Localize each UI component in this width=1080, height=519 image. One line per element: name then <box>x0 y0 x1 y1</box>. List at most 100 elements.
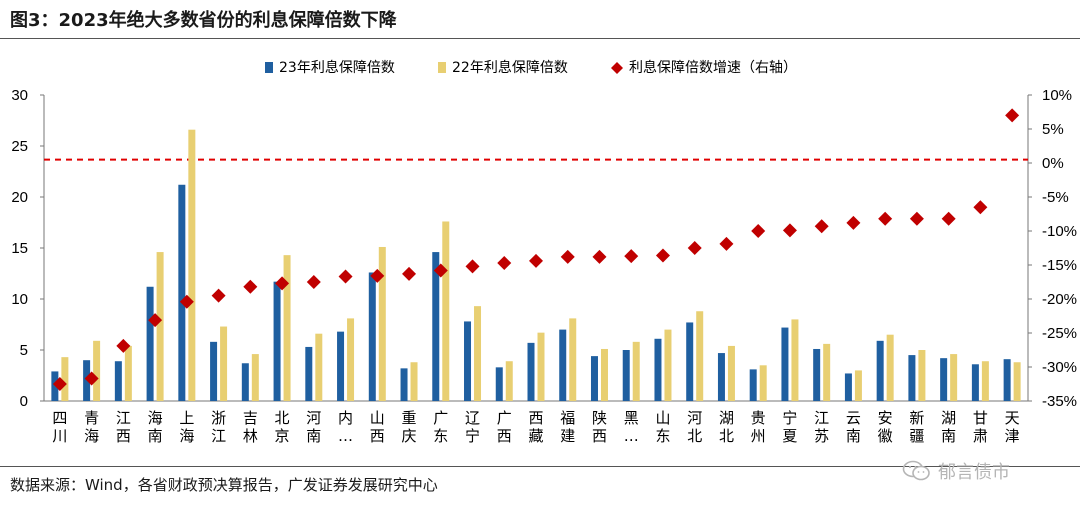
x-axis-category-label: 河 <box>687 409 702 427</box>
growth-marker <box>941 211 956 226</box>
x-axis-category-label: 南 <box>148 427 163 445</box>
growth-marker <box>433 263 448 278</box>
source-note: 数据来源：Wind，各省财政预决算报告，广发证券发展研究中心 <box>10 476 438 494</box>
bar-22 <box>378 246 386 401</box>
growth-marker <box>846 215 861 230</box>
legend-label-22: 22年利息保障倍数 <box>452 59 568 76</box>
x-axis-category-label: 山 <box>655 409 670 427</box>
bar-22 <box>251 354 259 401</box>
bar-23 <box>368 272 376 401</box>
x-axis-category-label: 肃 <box>973 427 988 445</box>
x-axis-category-label: 黑 <box>624 409 639 427</box>
growth-marker <box>243 279 258 294</box>
x-axis-category-label: 青 <box>84 409 99 427</box>
bar-23 <box>781 327 789 401</box>
growth-marker <box>751 224 766 238</box>
bar-23 <box>210 341 218 401</box>
bar-22 <box>981 361 989 401</box>
growth-marker <box>52 377 67 391</box>
bar-22 <box>569 318 577 401</box>
x-axis-category-label: 新 <box>909 409 924 427</box>
x-axis-category-label: 浙 <box>211 409 226 427</box>
left-axis-tick-label: 10 <box>11 291 28 308</box>
bar-22 <box>823 343 831 401</box>
x-axis-category-label: 内 <box>338 409 353 427</box>
x-axis-category-label: 重 <box>402 409 417 427</box>
x-axis-category-label: 山 <box>370 409 385 427</box>
growth-marker <box>529 253 543 268</box>
growth-marker <box>878 211 893 226</box>
watermark: 郁言债市 <box>902 458 1010 484</box>
x-axis-category-label: 建 <box>560 427 575 445</box>
x-axis-category-label: 川 <box>52 427 67 445</box>
x-axis-category-label: 疆 <box>909 427 924 445</box>
growth-marker <box>624 249 639 264</box>
legend-label-23: 23年利息保障倍数 <box>279 59 395 76</box>
left-axis-tick-label: 15 <box>11 240 28 257</box>
x-axis-category-label: 江 <box>211 427 226 445</box>
x-axis-category-label: 西 <box>497 427 512 445</box>
growth-marker <box>148 313 163 328</box>
x-axis-category-label: 云 <box>846 409 861 427</box>
left-axis-tick-label: 0 <box>20 393 28 410</box>
x-axis-category-label: … <box>338 427 353 445</box>
bar-23 <box>908 355 916 401</box>
x-axis-category-label: 藏 <box>528 427 543 445</box>
bar-22 <box>93 340 101 401</box>
growth-marker <box>814 219 829 234</box>
bar-22 <box>632 341 640 401</box>
x-axis-category-label: 江 <box>116 409 131 427</box>
right-axis-tick-label: -10% <box>1042 223 1077 240</box>
right-axis-tick-label: -30% <box>1042 359 1077 376</box>
bar-23 <box>1003 359 1011 401</box>
growth-marker <box>909 211 924 226</box>
right-axis-tick-label: 5% <box>1042 121 1064 138</box>
growth-marker <box>465 259 480 274</box>
chart: 0 5 10 15 20 25 30 10% 5% 0% -5% -10% -15% -20% -25% -3… <box>11 59 1077 445</box>
bar-23 <box>876 340 884 401</box>
x-axis-category-label: 辽 <box>465 409 480 427</box>
bar-23 <box>971 364 979 401</box>
right-axis-tick-label: 10% <box>1042 87 1072 104</box>
bar-23 <box>432 252 440 401</box>
x-axis-category-label: 夏 <box>782 427 797 445</box>
growth-marker <box>655 248 670 263</box>
x-axis-category-label: 北 <box>275 409 290 427</box>
growth-marker <box>275 276 290 291</box>
right-axis-tick-label: -20% <box>1042 291 1077 308</box>
left-axis-tick-label: 5 <box>20 342 28 359</box>
bar-22 <box>664 329 672 401</box>
bar-22 <box>283 255 291 401</box>
x-axis-category-label: 陕 <box>592 409 607 427</box>
bar-23 <box>337 331 345 401</box>
bar-22 <box>410 362 418 401</box>
bar-23 <box>146 286 154 401</box>
bar-23 <box>559 329 567 401</box>
bar-22 <box>537 332 545 401</box>
growth-marker <box>211 288 226 303</box>
growth-marker <box>370 268 385 283</box>
x-axis-category-label: 南 <box>846 427 861 445</box>
bar-23 <box>813 348 821 401</box>
x-axis-category-label: 安 <box>878 409 893 427</box>
bar-22 <box>124 345 132 401</box>
bar-22 <box>918 350 926 401</box>
x-axis-category-label: 广 <box>497 409 512 427</box>
x-axis-category-label: 西 <box>528 409 543 427</box>
x-axis-category-label: 东 <box>433 427 448 445</box>
growth-marker <box>973 200 988 215</box>
bar-22 <box>315 333 323 401</box>
x-axis-category-label: … <box>624 427 639 445</box>
x-axis-category-label: 庆 <box>402 427 417 445</box>
x-axis-category-label: 广 <box>433 409 448 427</box>
x-axis-category-label: 徽 <box>878 427 893 445</box>
right-axis-tick-label: 0% <box>1042 155 1064 172</box>
growth-marker <box>782 223 797 238</box>
bar-23 <box>622 350 630 401</box>
chart-title: 图3：2023年绝大多数省份的利息保障倍数下降 <box>10 10 397 31</box>
legend-swatch-22 <box>438 62 446 73</box>
growth-marker <box>719 236 734 251</box>
bar-23 <box>686 322 694 401</box>
watermark-text: 郁言债市 <box>938 462 1010 483</box>
bar-22 <box>61 357 69 401</box>
